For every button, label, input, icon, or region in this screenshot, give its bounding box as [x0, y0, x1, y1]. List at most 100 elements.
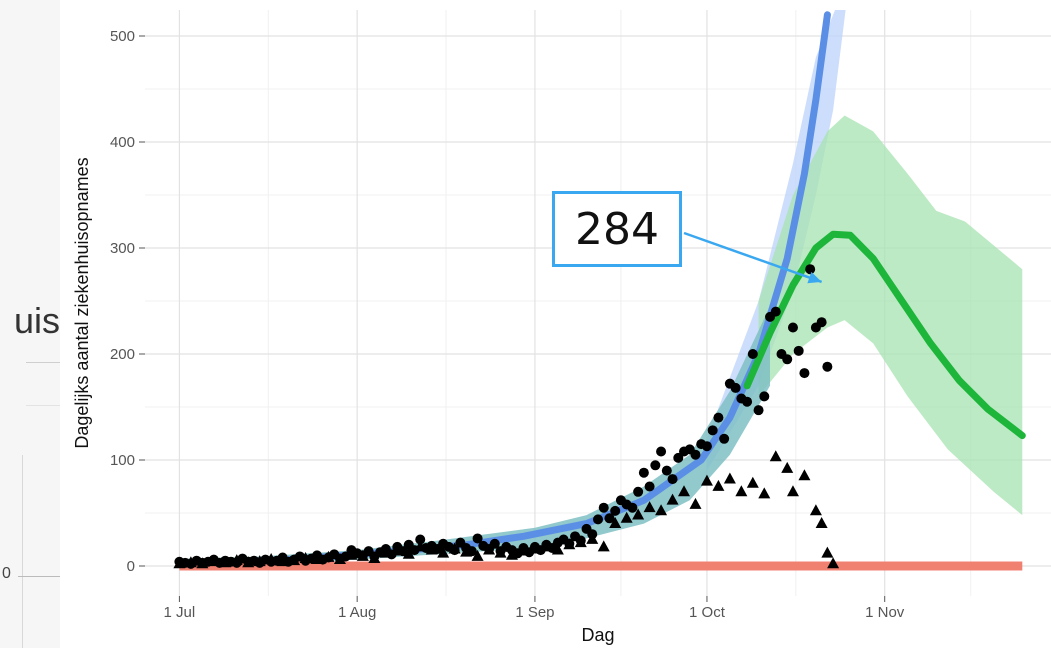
- y-tick-label: 100: [110, 452, 135, 469]
- data-point-circle: [644, 481, 655, 492]
- background-divider: [26, 405, 60, 406]
- data-point-circle: [822, 361, 833, 372]
- data-point-triangle: [809, 504, 822, 516]
- data-point-circle: [650, 460, 661, 471]
- data-point-triangle: [288, 554, 301, 566]
- background-window-fragment: uis 0: [0, 0, 60, 648]
- data-point-triangle: [620, 511, 633, 523]
- x-tick-label: 1 Aug: [338, 604, 376, 621]
- data-point-circle: [747, 349, 758, 359]
- data-point-circle: [759, 391, 770, 402]
- data-point-triangle: [574, 536, 587, 548]
- background-text-fragment: uis: [14, 300, 60, 341]
- data-point-triangle: [632, 508, 645, 520]
- data-point-triangle: [253, 555, 266, 567]
- data-point-triangle: [391, 544, 404, 556]
- y-tick-label: 500: [110, 28, 135, 45]
- green-confidence-band: [758, 115, 1023, 516]
- data-point-circle: [598, 502, 609, 513]
- data-point-triangle: [242, 556, 255, 568]
- data-point-circle: [805, 264, 816, 275]
- data-point-circle: [673, 452, 684, 463]
- data-point-triangle: [483, 543, 496, 555]
- data-point-circle: [633, 486, 644, 497]
- data-point-circle: [638, 467, 649, 478]
- data-point-circle: [753, 405, 764, 416]
- data-point-triangle: [402, 547, 415, 559]
- y-tick-label: 400: [110, 134, 135, 151]
- background-tick-line: [18, 576, 60, 577]
- data-point-triangle: [528, 542, 541, 554]
- data-point-triangle: [540, 540, 553, 552]
- data-point-circle: [787, 322, 798, 333]
- data-point-circle: [730, 382, 741, 393]
- data-point-triangle: [494, 546, 507, 558]
- axes: 0 100 200 300 400 500 1 Jul 1 Aug 1 Sep 1 Oct 1 No…: [110, 28, 905, 621]
- data-point-triangle: [230, 554, 243, 566]
- data-point-triangle: [815, 517, 828, 528]
- data-point-triangle: [655, 504, 668, 516]
- data-point-triangle: [196, 557, 209, 569]
- data-point-triangle: [723, 472, 736, 484]
- y-axis-title: Dagelijks aantal ziekenhuisopnames: [72, 157, 92, 448]
- data-point-circle: [816, 317, 827, 328]
- data-points: [173, 264, 840, 569]
- y-tick-label: 300: [110, 240, 135, 257]
- data-point-triangle: [322, 550, 335, 562]
- data-point-circle: [782, 354, 793, 365]
- annotation-arrow-head: [807, 271, 822, 284]
- data-point-triangle: [471, 549, 484, 561]
- data-point-circle: [604, 513, 615, 524]
- data-point-triangle: [700, 474, 713, 486]
- annotation-arrow: [683, 231, 823, 284]
- data-point-triangle: [821, 546, 834, 558]
- x-axis-title: Dag: [581, 625, 614, 645]
- data-point-circle: [472, 533, 483, 544]
- data-point-triangle: [786, 485, 799, 497]
- data-point-circle: [656, 446, 667, 457]
- annotation-arrow-line: [683, 231, 823, 284]
- data-point-triangle: [551, 543, 564, 555]
- data-point-circle: [770, 306, 781, 317]
- data-point-triangle: [368, 551, 381, 563]
- data-point-triangle: [265, 553, 278, 565]
- y-tick-label: 0: [127, 558, 135, 575]
- data-point-circle: [415, 534, 426, 545]
- data-point-circle: [799, 368, 810, 379]
- data-point-triangle: [563, 538, 576, 550]
- data-point-circle: [707, 425, 718, 436]
- data-point-circle: [627, 502, 638, 513]
- data-point-triangle: [678, 485, 691, 497]
- background-tick-fragment: 0: [2, 565, 11, 582]
- data-point-triangle: [746, 476, 759, 488]
- data-point-triangle: [311, 553, 324, 565]
- x-tick-label: 1 Nov: [865, 604, 905, 621]
- data-point-triangle: [333, 553, 346, 565]
- data-point-triangle: [689, 497, 702, 509]
- data-point-circle: [661, 465, 672, 476]
- data-point-circle: [489, 538, 500, 549]
- x-tick-label: 1 Oct: [689, 604, 726, 621]
- data-point-triangle: [379, 546, 392, 558]
- green-series-line: [743, 230, 1026, 440]
- data-point-triangle: [184, 556, 197, 568]
- data-point-triangle: [586, 532, 599, 544]
- data-point-circle: [701, 441, 712, 452]
- data-point-triangle: [505, 548, 518, 560]
- data-point-triangle: [827, 557, 840, 569]
- data-point-triangle: [758, 487, 771, 499]
- data-point-triangle: [299, 551, 312, 563]
- data-point-circle: [713, 412, 724, 423]
- data-point-triangle: [643, 501, 656, 513]
- data-point-triangle: [769, 450, 782, 462]
- data-point-triangle: [356, 549, 369, 561]
- data-point-triangle: [666, 493, 679, 505]
- data-point-triangle: [425, 543, 438, 555]
- data-point-circle: [690, 449, 701, 460]
- data-point-triangle: [798, 469, 811, 481]
- background-divider: [26, 362, 60, 363]
- data-point-triangle: [781, 461, 794, 473]
- data-point-circle: [719, 433, 730, 444]
- data-point-triangle: [437, 546, 450, 558]
- x-tick-label: 1 Sep: [515, 604, 554, 621]
